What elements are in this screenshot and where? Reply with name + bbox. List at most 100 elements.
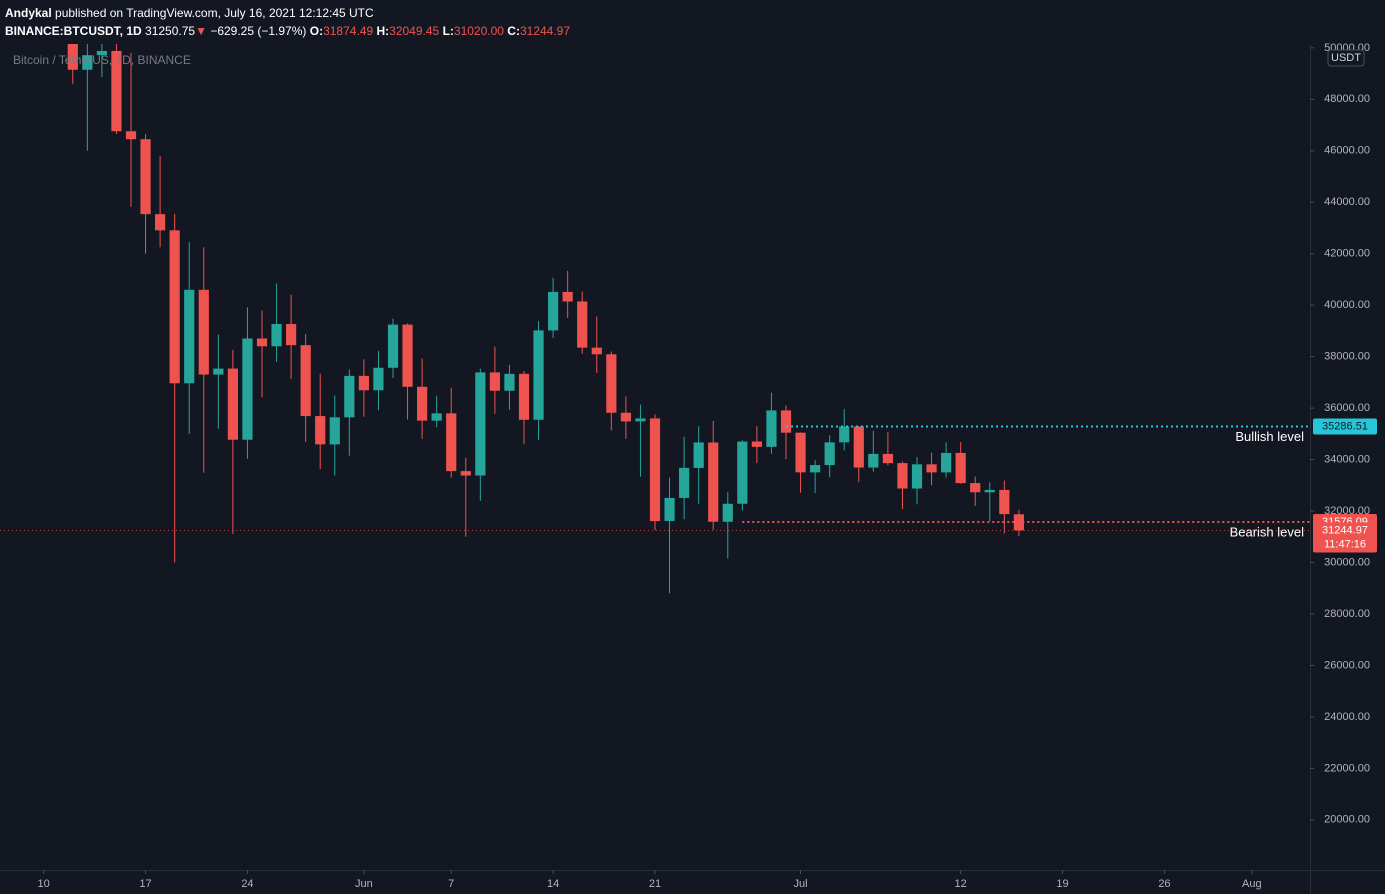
y-tick-label: 28000.00 [1324,608,1370,620]
y-tick-label: 44000.00 [1324,196,1370,208]
candle-body [198,289,209,375]
y-tick-label: 38000.00 [1324,351,1370,363]
candle-body [125,131,137,140]
candle-body [155,214,166,231]
x-tick-label: Jul [794,878,808,890]
x-tick-label: Aug [1242,878,1262,890]
x-tick-label: 24 [241,878,253,890]
symbol: BINANCE:BTCUSDT, 1D [5,24,142,38]
ohlc-value: 31244.97 [519,24,571,38]
y-tick-label: 40000.00 [1324,299,1370,311]
candle-body [708,442,719,522]
price-badge-label: 31244.97 [1322,524,1368,536]
candle-body [839,426,850,443]
candle-body [984,489,995,493]
candle-body [751,441,762,447]
candle-body [140,139,151,215]
y-tick-label: 46000.00 [1324,145,1370,157]
y-tick-label: 32000.00 [1324,505,1370,517]
plot [0,44,1310,594]
header: Andykal published on TradingView.com, Ju… [5,4,570,40]
last: 31250.75 [145,24,196,38]
candle-body [111,50,122,132]
level-label: Bearish level [1230,524,1305,539]
candle-body [591,347,602,355]
candle-body [766,410,777,447]
candle-body [926,464,937,473]
candle-body [358,375,369,391]
author: Andykal [5,6,52,20]
currency-badge [1327,49,1365,67]
currency-label: USDT [1331,52,1361,64]
candle-body [970,483,981,493]
candle-body [999,489,1010,515]
y-tick-label: 24000.00 [1324,711,1370,723]
candle-body [620,412,631,422]
candle-body [533,330,544,420]
candle-body [824,442,835,466]
candle-body [810,465,821,473]
candle-body [548,291,559,331]
candle-body [475,372,486,476]
candle-body [693,442,704,468]
candle-body [446,413,457,472]
candle-body [67,44,78,70]
candle-body [504,373,515,391]
candle-body [882,453,893,464]
candle-body [635,418,646,422]
published: published on TradingView.com, July 16, 2… [55,6,374,20]
candle-body [213,368,224,375]
candle-body [664,497,675,521]
candle-body [387,324,399,368]
candle-body [402,324,413,387]
candle-body [96,50,107,56]
legend: Bitcoin / TetherUS, 1D, BINANCE [13,53,191,67]
price-badge [1313,522,1377,553]
candle-body [941,452,952,473]
x-tick-label: 12 [955,878,967,890]
candle-body [271,324,282,347]
candle-body [679,467,690,498]
y-tick-label: 22000.00 [1324,762,1370,774]
x-tick-label: Jun [355,878,373,890]
y-tick-label: 34000.00 [1324,453,1370,465]
price-badge-label: 35286.51 [1322,420,1368,432]
y-tick-label: 20000.00 [1324,814,1370,826]
ohlc-label: O: [309,24,324,38]
publish-line: Andykal published on TradingView.com, Ju… [5,4,570,22]
x-tick-label: 14 [547,878,559,890]
candle-body [184,289,195,384]
candle-body [460,471,471,476]
x-tick-label: 7 [448,878,454,890]
ohlc-value: 31874.49 [323,24,374,38]
x-tick-label: 10 [38,878,50,890]
price-badge [1313,418,1377,435]
y-tick-label: 42000.00 [1324,248,1370,260]
candle-body [417,386,428,421]
candle-body [256,338,268,347]
candle-body [315,416,326,445]
ohlc-value: 32049.45 [389,24,440,38]
level-label: Bullish level [1235,429,1304,444]
candle-body [286,324,297,346]
candle-body [329,417,340,445]
candle-body [577,301,588,348]
quote-line: BINANCE:BTCUSDT, 1D 31250.75▼ −629.25 (−… [5,22,570,40]
x-tick-label: 21 [649,878,661,890]
candle-body [649,418,661,522]
y-tick-label: 48000.00 [1324,93,1370,105]
candle-body [737,441,748,504]
candle-body [344,375,355,418]
candle-body [518,373,530,420]
candle-body [795,432,806,473]
candle-body [82,55,93,70]
arrow: ▼ [195,24,207,38]
countdown: 11:47:16 [1324,538,1366,550]
candle-body [242,338,253,440]
candle-body [431,413,442,421]
y-tick-label: 26000.00 [1324,659,1370,671]
y-tick-label: 36000.00 [1324,402,1370,414]
candle-body [897,463,908,489]
x-tick-label: 26 [1158,878,1170,890]
